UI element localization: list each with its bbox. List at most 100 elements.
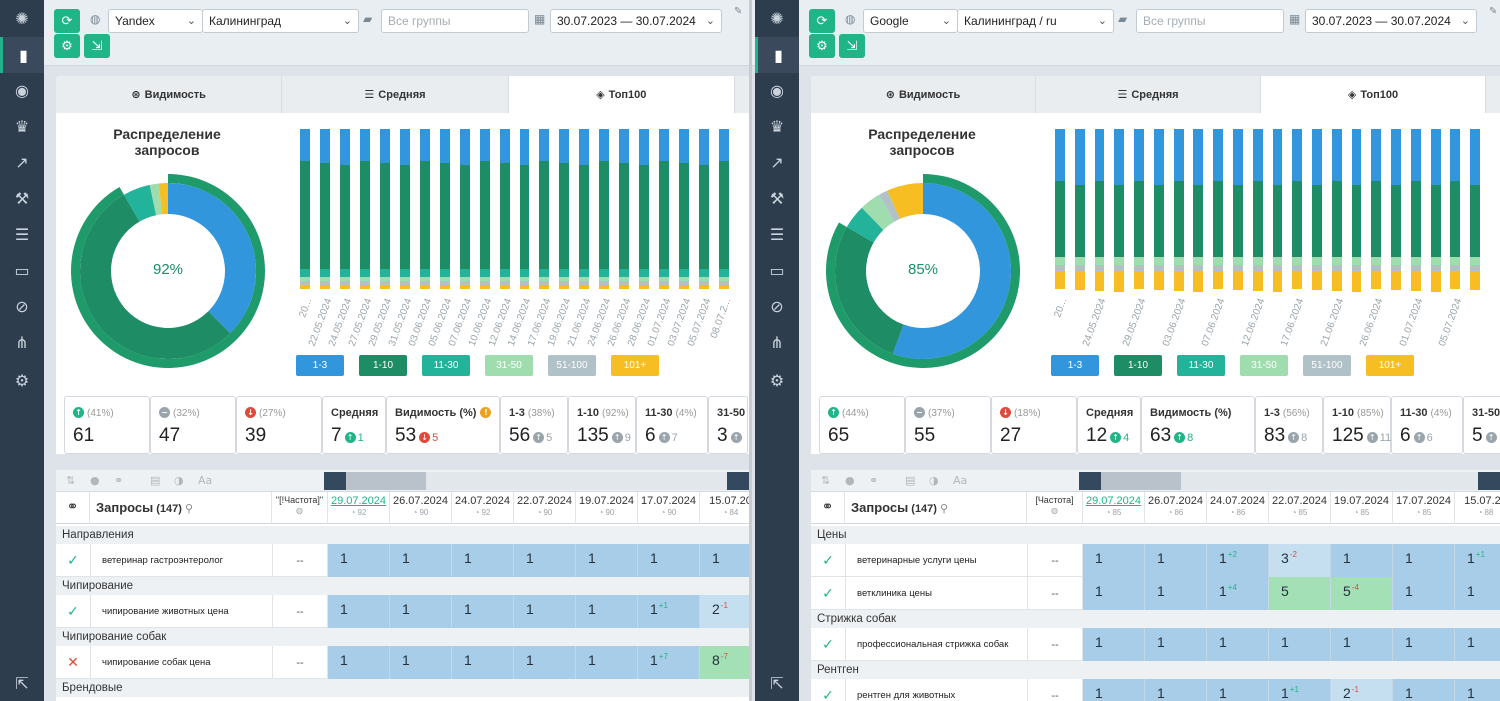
date-column-header[interactable]: 15.07.20◔88	[1455, 492, 1500, 524]
grid-icon[interactable]: ▤	[150, 474, 161, 487]
query-header[interactable]: Запросы (147) ⚲	[845, 492, 1027, 524]
stat-6[interactable]: 1-10 (92%) 135 ↑ 9	[568, 396, 636, 454]
table-row[interactable]: ✓ ветеринар гастроэнтеролог -- 1 1 1 1 1 1 1	[56, 544, 749, 577]
horizontal-scroll[interactable]	[1079, 472, 1500, 490]
export-icon[interactable]: ⇱	[15, 673, 29, 693]
scroll-left-button[interactable]	[324, 472, 346, 490]
legend-31-50[interactable]: 31-50	[1240, 355, 1288, 376]
tab-average[interactable]: ☰ Средняя	[1036, 76, 1261, 113]
legend-1-10[interactable]: 1-10	[359, 355, 407, 376]
date-column-header[interactable]: 29.07.2024 ◔ 85	[1083, 492, 1145, 524]
date-range-select[interactable]: 30.07.2023 — 30.07.2024 ⌄	[1305, 9, 1477, 33]
circle-icon[interactable]: ●	[90, 474, 100, 487]
date-column-header[interactable]: 26.07.2024 ◔ 86	[1145, 492, 1207, 524]
date-column-header[interactable]: 17.07.2024 ◔ 85	[1393, 492, 1455, 524]
date-column-header[interactable]: 19.07.2024 ◔ 85	[1331, 492, 1393, 524]
satellite-icon[interactable]: ⊘	[15, 296, 29, 316]
cross-icon[interactable]: ✕	[67, 654, 79, 671]
group-header[interactable]: Чипирование	[56, 577, 749, 595]
legend-1-3[interactable]: 1-3	[1051, 355, 1099, 376]
chart-icon[interactable]: ▮	[0, 37, 44, 73]
sort-icon[interactable]: ⇅	[821, 474, 831, 487]
search-icon[interactable]: ⚲	[184, 502, 194, 515]
stat-0[interactable]: ↑ (41%) 61	[64, 396, 150, 454]
stat-5[interactable]: 1-3 (56%) 83 ↑ 8	[1255, 396, 1323, 454]
stat-2[interactable]: ↓ (18%) 27	[991, 396, 1077, 454]
stat-1[interactable]: − (32%) 47	[150, 396, 236, 454]
table-row[interactable]: ✕ чипирование собак цена -- 1 1 1 1 1 1+7 8-7	[56, 646, 749, 679]
scroll-thumb[interactable]	[346, 472, 426, 490]
sitemap-icon[interactable]: ⋔	[770, 332, 784, 352]
stat-3[interactable]: Средняя 12 ↑ 4	[1077, 396, 1141, 454]
tools-icon[interactable]: ⚒	[14, 188, 30, 208]
legend-101+[interactable]: 101+	[611, 355, 659, 376]
refresh-button[interactable]: ⟳	[809, 9, 835, 33]
satellite-icon[interactable]: ⊘	[770, 296, 784, 316]
stat-5[interactable]: 1-3 (38%) 56 ↑ 5	[500, 396, 568, 454]
tab-visibility[interactable]: ⊛ Видимость	[56, 76, 283, 113]
legend-51-100[interactable]: 51-100	[1303, 355, 1351, 376]
contrast-icon[interactable]: ◑	[174, 474, 184, 487]
scroll-right-button[interactable]	[727, 472, 749, 490]
group-header[interactable]: Брендовые	[56, 679, 749, 697]
region-select[interactable]: Калининград ⌄	[202, 9, 359, 33]
stat-7[interactable]: 11-30 (4%) 6 ↑ 6	[1391, 396, 1463, 454]
legend-1-3[interactable]: 1-3	[296, 355, 344, 376]
table-row[interactable]: ✓ чипирование животных цена -- 1 1 1 1 1 1+1 2-1	[56, 595, 749, 628]
sitemap-icon[interactable]: ⋔	[15, 332, 29, 352]
date-column-header[interactable]: 26.07.2024 ◔ 90	[390, 492, 452, 524]
region-select[interactable]: Калининград / ru ⌄	[957, 9, 1114, 33]
stat-6[interactable]: 1-10 (85%) 125 ↑ 11	[1323, 396, 1391, 454]
link-column-icon[interactable]: ⚭	[56, 492, 90, 524]
gear-icon[interactable]: ⚙	[769, 370, 785, 390]
tools-icon[interactable]: ⚒	[769, 188, 785, 208]
date-column-header[interactable]: 24.07.2024 ◔ 86	[1207, 492, 1269, 524]
keyword-text[interactable]: профессиональная стрижка собак	[857, 639, 1009, 650]
query-header[interactable]: Запросы (147) ⚲	[90, 492, 272, 524]
group-header[interactable]: Цены	[811, 526, 1500, 544]
gear-icon[interactable]: ⚙	[14, 370, 30, 390]
keyword-text[interactable]: чипирование собак цена	[102, 657, 211, 668]
tab-top100[interactable]: ◈ Топ100	[508, 76, 735, 113]
stat-7[interactable]: 11-30 (4%) 6 ↑ 7	[636, 396, 708, 454]
search-icon[interactable]: ⚲	[939, 502, 949, 515]
tab-top100[interactable]: ◈ Топ100	[1261, 76, 1486, 113]
az-icon[interactable]: Aa	[953, 474, 968, 487]
date-range-select[interactable]: 30.07.2023 — 30.07.2024 ⌄	[550, 9, 722, 33]
stat-4[interactable]: Видимость (%)! 53 ↓ 5	[386, 396, 500, 454]
tab-visibility[interactable]: ⊛ Видимость	[811, 76, 1036, 113]
tab-average[interactable]: ☰ Средняя	[282, 76, 509, 113]
group-header[interactable]: Стрижка собак	[811, 610, 1500, 628]
keyword-text[interactable]: чипирование животных цена	[102, 606, 229, 617]
check-icon[interactable]: ✓	[822, 636, 834, 653]
divider-scrollbar[interactable]	[749, 0, 752, 701]
groups-input[interactable]: Все группы	[381, 9, 529, 33]
pin-icon[interactable]: ✎	[734, 6, 743, 17]
list-icon[interactable]: ☰	[14, 224, 30, 244]
date-column-header[interactable]: 24.07.2024 ◔ 92	[452, 492, 514, 524]
keyword-text[interactable]: рентген для животных	[857, 690, 956, 701]
date-column-header[interactable]: 17.07.2024 ◔ 90	[638, 492, 700, 524]
stat-1[interactable]: − (37%) 55	[905, 396, 991, 454]
trend-icon[interactable]: ↗	[15, 152, 29, 172]
link-icon[interactable]: ⚭	[869, 474, 879, 487]
refresh-button[interactable]: ⟳	[54, 9, 80, 33]
legend-101+[interactable]: 101+	[1366, 355, 1414, 376]
pin-icon[interactable]: ✎	[1489, 6, 1498, 17]
sort-icon[interactable]: ⇅	[66, 474, 76, 487]
export-button[interactable]: ⇲	[84, 34, 110, 58]
stat-8[interactable]: 31-50 3 ↑	[708, 396, 748, 454]
contrast-icon[interactable]: ◑	[929, 474, 939, 487]
stat-3[interactable]: Средняя 7 ↑ 1	[322, 396, 386, 454]
table-row[interactable]: ✓ рентген для животных -- 1 1 1 1+1 2-1 1 1	[811, 679, 1500, 701]
legend-11-30[interactable]: 11-30	[422, 355, 470, 376]
inbox-icon[interactable]: ▭	[769, 260, 785, 280]
link-column-icon[interactable]: ⚭	[811, 492, 845, 524]
export-button[interactable]: ⇲	[839, 34, 865, 58]
chart-icon[interactable]: ▮	[755, 37, 799, 73]
export-icon[interactable]: ⇱	[770, 673, 784, 693]
inbox-icon[interactable]: ▭	[14, 260, 30, 280]
group-header[interactable]: Рентген	[811, 661, 1500, 679]
check-icon[interactable]: ✓	[67, 603, 79, 620]
frequency-header[interactable]: [Частота] ◍	[1027, 492, 1083, 524]
